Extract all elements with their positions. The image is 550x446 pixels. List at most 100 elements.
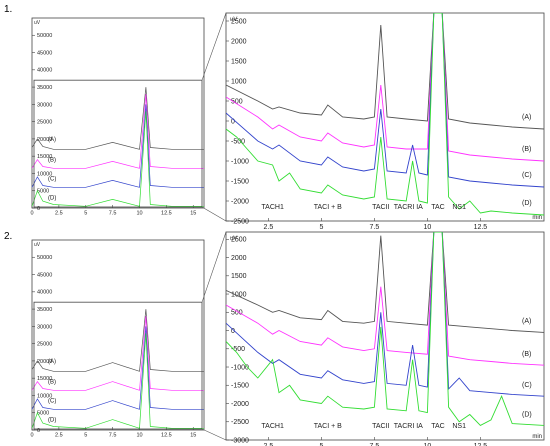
overview-1-y-tick-label: 5000: [37, 189, 49, 195]
detail-1-peak-label: TACI + B: [314, 204, 342, 211]
overview-1-series-c-line: [32, 104, 204, 188]
detail-1-plot-frame: [225, 12, 545, 222]
overview-1-x-tick-label: 10: [136, 211, 142, 217]
detail-2-peak-label: TACI + B: [314, 423, 342, 430]
detail-2-y-tick-label: 0: [231, 328, 235, 335]
panel-2-detail-chart: uV -3000 -2500 -2000 -1500 -1000 -500 0 500 1000 1…: [225, 231, 545, 446]
overview-1-series-a-line: [32, 87, 204, 150]
detail-2-x-tick-label: 5: [319, 443, 323, 446]
overview-2-x-tick-label: 2.5: [55, 433, 63, 439]
overview-1-y-tick-label: 45000: [37, 50, 52, 56]
overview-2-x-tick-label: 7.5: [109, 433, 117, 439]
overview-1-y-tick-label: 30000: [37, 102, 52, 108]
detail-1-x-unit-label: min: [532, 215, 542, 221]
detail-2-peak-label: TACII: [372, 423, 389, 430]
detail-2-y-tick-label: 1000: [231, 291, 247, 298]
detail-2-x-tick-label: 7.5: [370, 443, 380, 446]
detail-1-x-tick-label: 2.5: [264, 224, 274, 231]
overview-2-series-c-line: [32, 326, 204, 410]
overview-2-y-tick-label: 20000: [37, 359, 52, 365]
detail-2-x-tick-label: 12.5: [474, 443, 488, 446]
detail-1-series-b-line: [226, 13, 544, 162]
detail-1-y-tick-label: -500: [231, 138, 245, 145]
overview-1-zoom-connector-bottom: [201, 206, 227, 222]
detail-2-series-a-line: [226, 232, 544, 333]
overview-2-x-tick-label: 0: [30, 433, 33, 439]
overview-1-x-tick-label: 0: [30, 211, 33, 217]
detail-1-x-tick-label: 7.5: [370, 224, 380, 231]
overview-1-y-tick-label: 0: [37, 206, 40, 212]
overview-1-y-tick-label: 50000: [37, 33, 52, 39]
overview-1-x-tick-label: 7.5: [109, 211, 117, 217]
panel-1-overview-chart: uV 0 5000 10000 15000 20000 25000 30000 35000 400…: [30, 12, 227, 222]
overview-1-y-unit-label: uV: [34, 20, 41, 26]
overview-1-x-tick-label: 12.5: [161, 211, 172, 217]
detail-1-trace-label: (A): [522, 114, 531, 121]
detail-2-y-tick-label: 2500: [231, 237, 247, 244]
detail-2-trace-label: (B): [522, 351, 531, 358]
detail-2-trace-label: (C): [522, 382, 532, 389]
overview-1-x-tick-label: 15: [190, 211, 196, 217]
detail-2-y-tick-label: -1500: [231, 383, 249, 390]
detail-1-y-tick-label: 500: [231, 98, 243, 105]
detail-1-x-tick-label: 12.5: [474, 224, 488, 231]
detail-2-y-tick-label: -2500: [231, 419, 249, 426]
panel-2-number: 2.: [4, 231, 12, 242]
panel-1-number: 1.: [4, 4, 12, 15]
overview-2-series-d-line: [32, 333, 204, 429]
overview-1-trace-label: (A): [48, 137, 56, 143]
overview-2-x-tick-label: 5: [84, 433, 87, 439]
overview-2-y-tick-label: 10000: [37, 393, 52, 399]
detail-2-y-tick-label: 500: [231, 310, 243, 317]
detail-2-y-tick-label: -1000: [231, 364, 249, 371]
detail-1-y-tick-label: 0: [231, 118, 235, 125]
detail-2-y-tick-label: -500: [231, 346, 245, 353]
overview-2-x-tick-label: 12.5: [161, 433, 172, 439]
detail-2-x-unit-label: min: [532, 434, 542, 440]
overview-2-y-tick-label: 50000: [37, 255, 52, 261]
detail-1-series-c-line: [226, 13, 544, 188]
detail-2-y-tick-label: -3000: [231, 437, 249, 444]
detail-1-trace-label: (C): [522, 172, 532, 179]
detail-1-y-tick-label: -2500: [231, 218, 249, 225]
overview-2-y-tick-label: 15000: [37, 376, 52, 382]
detail-2-peak-label: TAC: [431, 423, 444, 430]
overview-2-plot-frame: [31, 239, 205, 431]
detail-1-trace-label: (D): [522, 200, 532, 207]
overview-2-y-tick-label: 30000: [37, 324, 52, 330]
detail-1-y-tick-label: 2500: [231, 18, 247, 25]
detail-2-x-tick-label: 2.5: [264, 443, 274, 446]
detail-1-trace-label: (B): [522, 146, 531, 153]
detail-1-series-d-line: [226, 13, 544, 216]
detail-1-peak-label: TACII: [372, 204, 389, 211]
overview-2-y-tick-label: 45000: [37, 272, 52, 278]
overview-1-x-tick-label: 5: [84, 211, 87, 217]
overview-2-y-unit-label: uV: [34, 242, 41, 248]
panel-1-detail-chart: uV -2500 -2000 -1500 -1000 -500 0 500 1000 1500 20…: [225, 12, 545, 231]
overview-1-plot-frame: [31, 17, 205, 209]
overview-2-y-tick-label: 25000: [37, 342, 52, 348]
detail-2-peak-label: TACRI IA: [394, 423, 423, 430]
overview-2-x-tick-label: 10: [136, 433, 142, 439]
detail-2-y-tick-label: 1500: [231, 273, 247, 280]
overview-1-y-tick-label: 25000: [37, 120, 52, 126]
detail-1-y-tick-label: 1500: [231, 58, 247, 65]
overview-1-zoom-connector-top: [201, 12, 227, 81]
overview-1-y-tick-label: 15000: [37, 154, 52, 160]
overview-2-trace-label: (D): [48, 418, 56, 424]
panel-2: 2. uV05000100001500020000250003000035000…: [4, 231, 545, 446]
detail-1-peak-label: TACH1: [261, 204, 284, 211]
overview-2-y-tick-label: 35000: [37, 307, 52, 313]
detail-1-series-a-line: [226, 13, 544, 130]
detail-2-series-d-line: [226, 232, 544, 426]
detail-2-trace-label: (D): [522, 411, 532, 418]
detail-1-y-unit-label: uV: [230, 17, 237, 23]
detail-1-peak-label: TACRI IA: [394, 204, 423, 211]
overview-2-y-tick-label: 5000: [37, 411, 49, 417]
detail-1-y-tick-label: 1000: [231, 78, 247, 85]
detail-2-series-c-line: [226, 232, 544, 397]
detail-1-peak-label: TAC: [431, 204, 444, 211]
overview-2-x-tick-label: 15: [190, 433, 196, 439]
overview-2-trace-label: (A): [48, 359, 56, 365]
